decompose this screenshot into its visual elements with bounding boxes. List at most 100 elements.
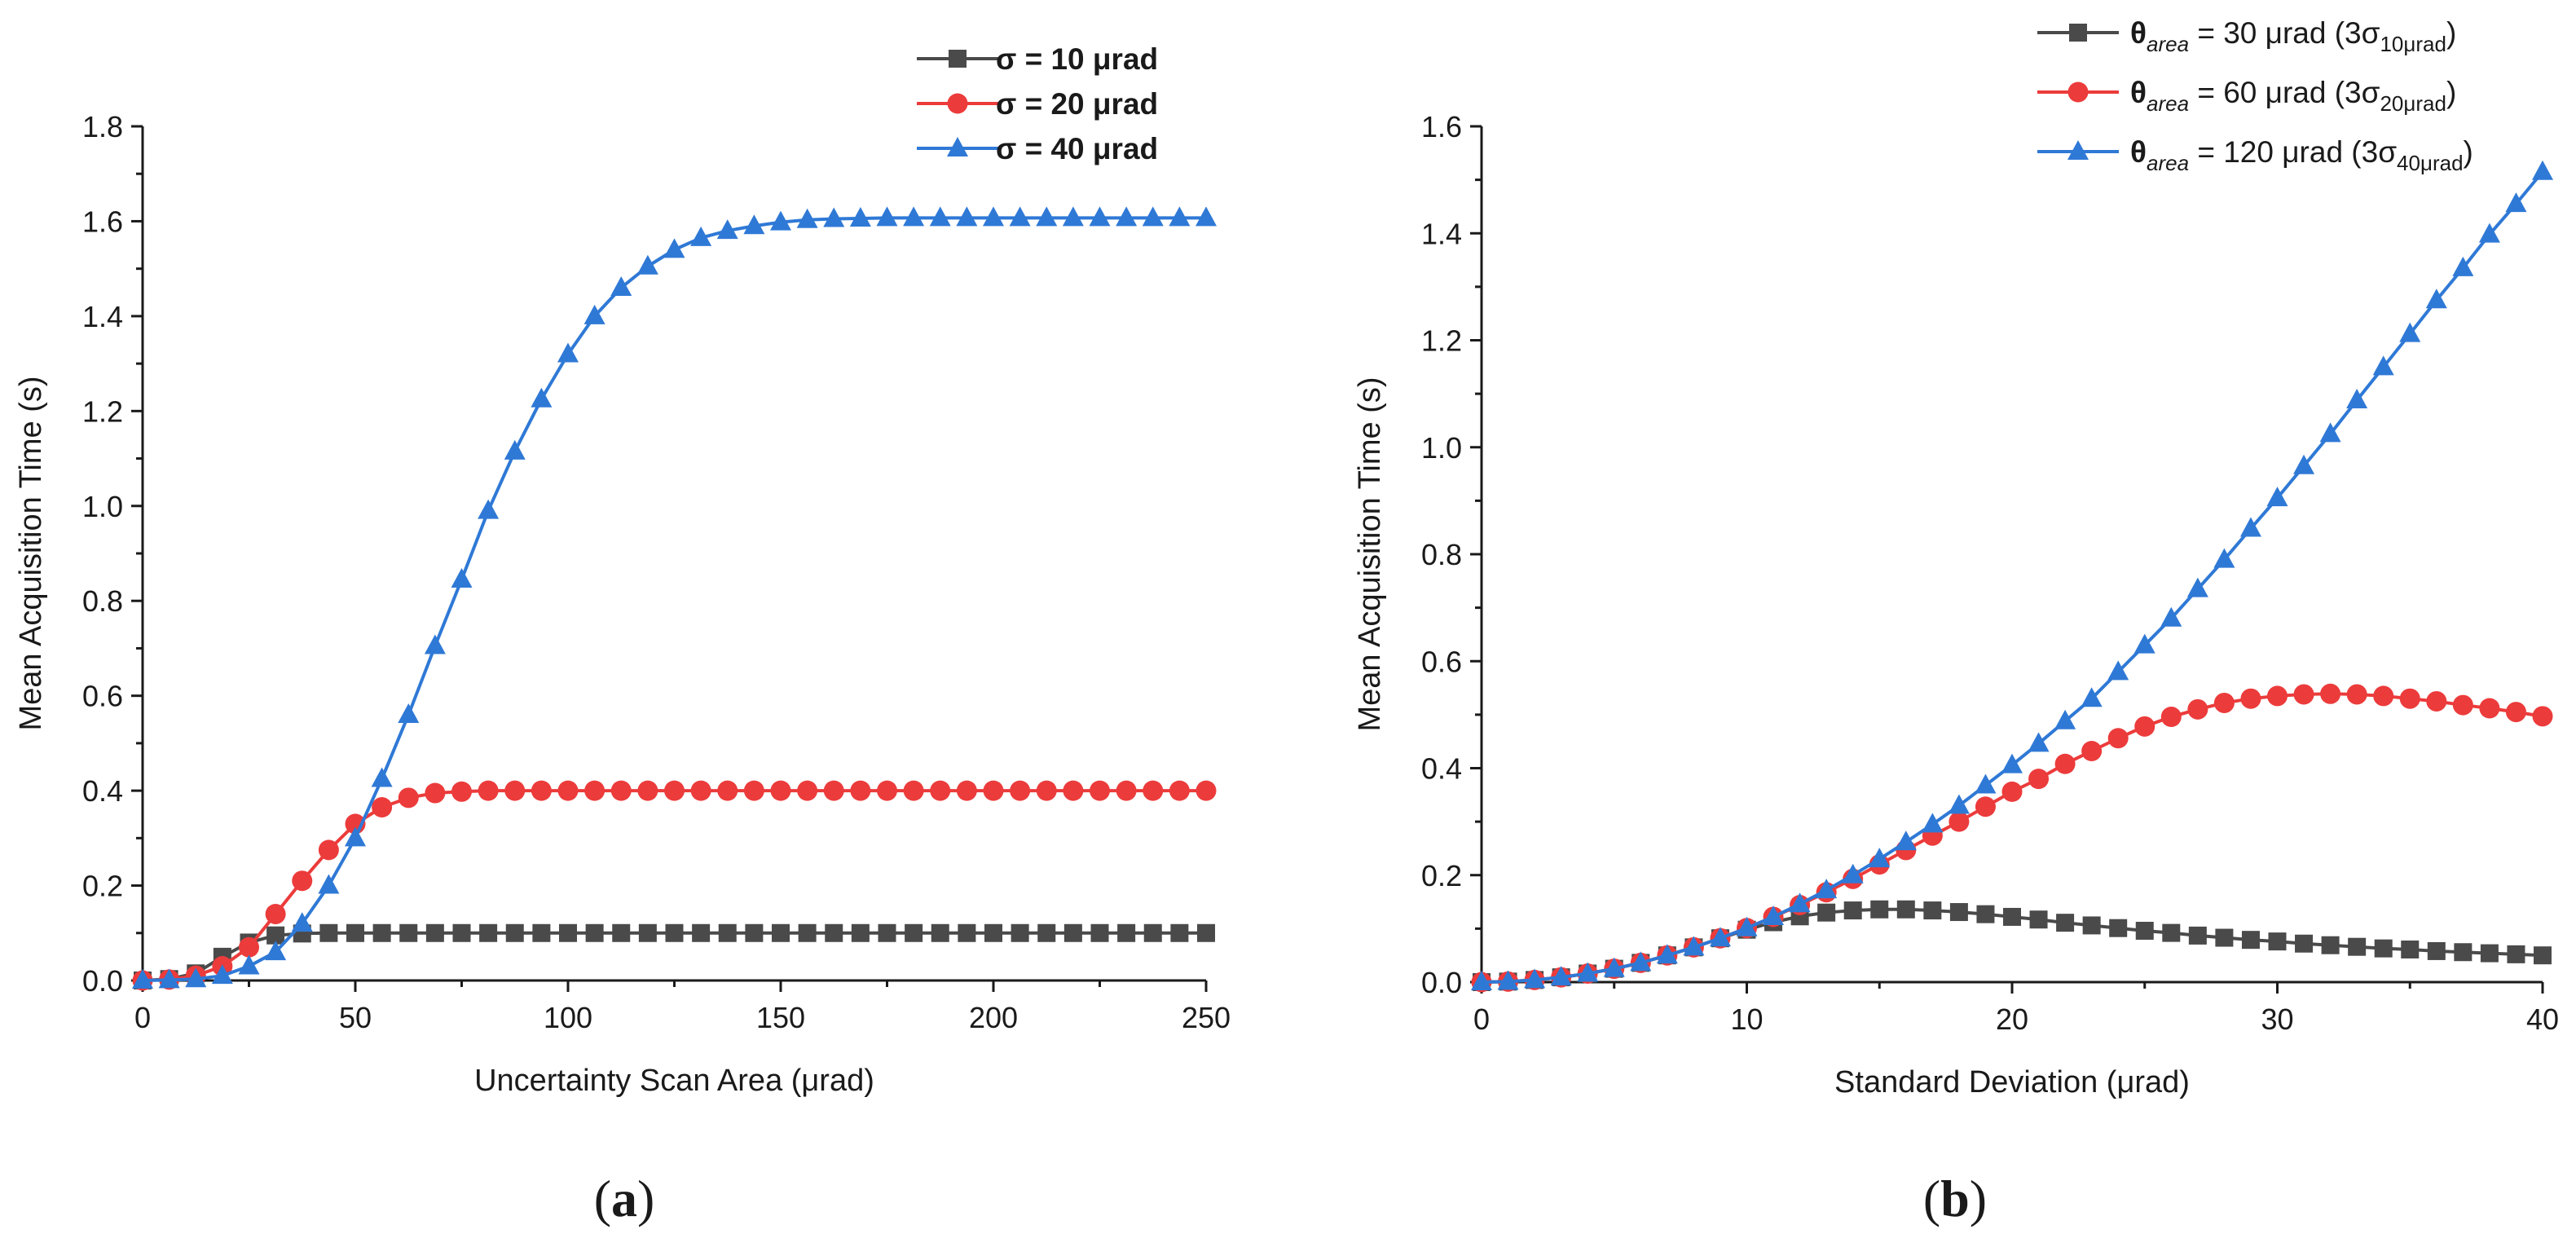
x-tick-label: 40: [2526, 1002, 2559, 1036]
data-point: [796, 208, 818, 228]
data-point: [478, 499, 500, 519]
data-point: [2319, 422, 2341, 443]
data-point: [398, 703, 420, 723]
data-point: [211, 964, 233, 985]
x-tick-label: 150: [756, 1001, 805, 1034]
y-tick-label: 1.4: [82, 300, 123, 333]
data-point: [2505, 702, 2526, 723]
y-tick-label: 1.8: [82, 110, 123, 143]
data-point: [2028, 732, 2050, 752]
data-point: [718, 923, 737, 942]
data-point: [903, 780, 924, 801]
y-tick-label: 0.2: [82, 870, 123, 903]
data-point: [452, 923, 471, 942]
legend-marker: [2067, 140, 2089, 160]
x-tick-label: 50: [339, 1001, 372, 1034]
panel-label-a: (a): [594, 1170, 655, 1227]
x-tick-label: 0: [134, 1001, 151, 1034]
data-point: [2187, 698, 2208, 720]
data-point: [2162, 923, 2181, 942]
data-point: [1843, 901, 1862, 920]
data-point: [958, 923, 976, 942]
data-point: [956, 780, 977, 801]
data-point: [770, 210, 791, 231]
data-point: [2160, 606, 2182, 627]
data-point: [1895, 831, 1917, 851]
data-point: [2267, 685, 2288, 707]
data-point: [1090, 780, 1110, 801]
data-point: [2480, 944, 2499, 963]
data-point: [505, 923, 524, 942]
series-blue: [132, 206, 1217, 989]
data-point: [1170, 923, 1189, 942]
data-point: [1116, 780, 1137, 801]
data-point: [2081, 687, 2103, 707]
data-point: [1816, 879, 1838, 899]
legend-entry: θarea = 30 μrad (3σ10μrad): [2037, 16, 2456, 56]
data-point: [1009, 206, 1031, 227]
data-point: [2029, 910, 2048, 929]
series-black: [1473, 900, 2552, 991]
data-point: [238, 954, 260, 975]
data-point: [2427, 941, 2446, 960]
data-point: [930, 780, 951, 801]
legend-entry: θarea = 120 μrad (3σ40μrad): [2037, 135, 2473, 175]
data-point: [1975, 773, 1997, 794]
data-point: [1196, 780, 1217, 801]
data-point: [2293, 454, 2315, 474]
data-point: [823, 207, 845, 227]
data-point: [2188, 926, 2207, 945]
data-point: [877, 780, 897, 801]
data-point: [983, 780, 1004, 801]
data-point: [1036, 206, 1058, 227]
data-point: [371, 767, 393, 787]
data-point: [2454, 943, 2473, 962]
data-point: [717, 780, 738, 801]
data-point: [1603, 957, 1625, 977]
data-point: [2507, 945, 2525, 963]
data-point: [1948, 794, 1970, 814]
series-line: [142, 216, 1206, 982]
data-point: [1037, 923, 1056, 942]
y-tick-label: 0.8: [1421, 538, 1462, 571]
data-point: [2479, 698, 2500, 719]
data-point: [2160, 707, 2182, 727]
data-point: [823, 780, 844, 801]
data-point: [1196, 206, 1217, 227]
data-point: [583, 304, 605, 324]
data-point: [984, 923, 1002, 942]
x-tick-label: 20: [1996, 1002, 2028, 1036]
y-tick-label: 0.6: [82, 680, 123, 713]
legend-marker: [949, 50, 967, 68]
data-point: [1063, 780, 1084, 801]
data-point: [2452, 694, 2473, 716]
data-point: [610, 780, 632, 801]
data-point: [2426, 690, 2447, 712]
data-point: [557, 780, 579, 801]
data-point: [2532, 160, 2553, 180]
data-point: [265, 941, 287, 961]
data-point: [2001, 781, 2023, 802]
data-point: [1923, 901, 1942, 920]
data-point: [345, 826, 366, 847]
data-point: [132, 969, 153, 989]
y-tick-label: 1.0: [82, 490, 123, 523]
data-point: [531, 780, 552, 801]
data-point: [772, 923, 790, 942]
legend-label: θarea = 120 μrad (3σ40μrad): [2130, 135, 2473, 175]
data-point: [2081, 741, 2103, 761]
data-point: [2401, 940, 2420, 958]
data-point: [504, 780, 526, 801]
data-point: [2295, 934, 2314, 953]
data-point: [1763, 905, 1785, 925]
data-point: [1524, 968, 1546, 989]
data-point: [1169, 780, 1190, 801]
data-point: [2346, 684, 2367, 705]
data-point: [690, 226, 712, 246]
data-point: [291, 912, 313, 932]
legend-label: σ = 40 μrad: [996, 132, 1158, 165]
data-point: [956, 206, 978, 227]
y-tick-label: 1.4: [1421, 217, 1462, 250]
data-point: [612, 923, 631, 942]
